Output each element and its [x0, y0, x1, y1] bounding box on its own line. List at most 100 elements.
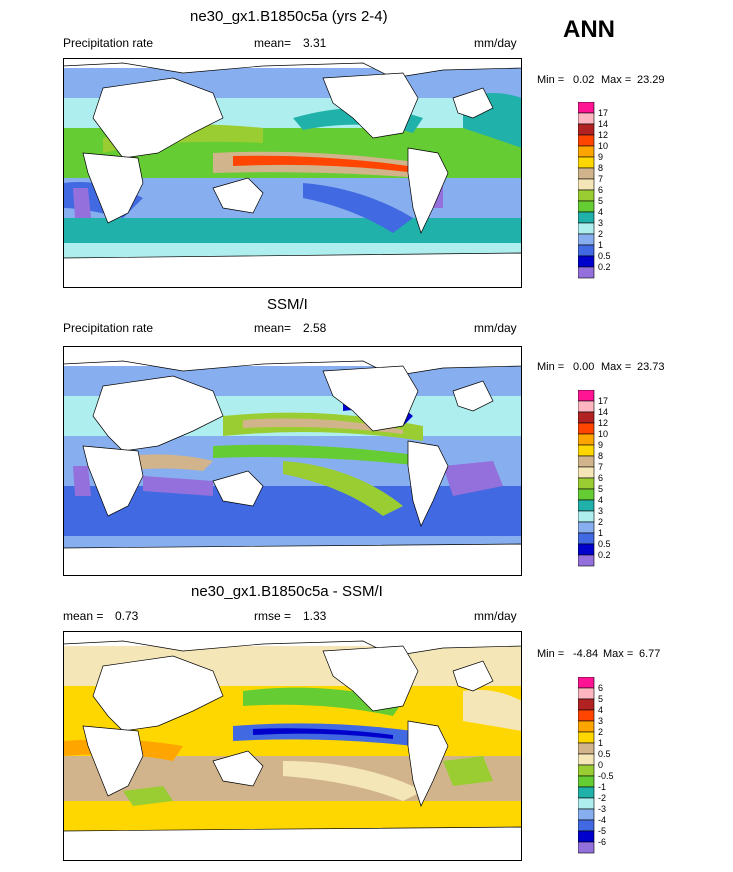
colorbar-swatch: [578, 499, 595, 512]
colorbar-level-label: 0.5: [598, 749, 611, 759]
colorbar-level-label: 5: [598, 694, 603, 704]
colorbar-swatch: [578, 112, 595, 125]
colorbar-level-label: -6: [598, 837, 606, 847]
colorbar-level-label: 6: [598, 683, 603, 693]
colorbar-swatch: [578, 167, 595, 180]
colorbar-level-label: 9: [598, 152, 603, 162]
colorbar-swatch: [578, 123, 595, 136]
panel3-title: ne30_gx1.B1850c5a - SSM/I: [191, 583, 383, 600]
colorbar-swatch: [578, 775, 595, 788]
colorbar-level-label: 5: [598, 484, 603, 494]
colorbar-swatch: [578, 222, 595, 235]
panel2-mean-value: 2.58: [303, 321, 327, 335]
colorbar-level-label: 10: [598, 429, 608, 439]
colorbar-swatch: [578, 687, 595, 700]
colorbar-swatch: [578, 830, 595, 843]
colorbar-swatch: [578, 819, 595, 832]
panel1-max-value: 23.29: [637, 74, 665, 86]
season-badge: ANN: [563, 16, 615, 43]
colorbar-level-label: 2: [598, 517, 603, 527]
colorbar-swatch: [578, 178, 595, 191]
panel2-map: [63, 346, 522, 576]
colorbar-level-label: 1: [598, 528, 603, 538]
colorbar-level-label: 17: [598, 396, 608, 406]
colorbar-level-label: -4: [598, 815, 606, 825]
colorbar-level-label: 0.5: [598, 539, 611, 549]
colorbar-swatch: [578, 543, 595, 556]
colorbar-swatch: [578, 400, 595, 413]
colorbar-level-label: 10: [598, 141, 608, 151]
colorbar-level-label: 4: [598, 495, 603, 505]
colorbar-level-label: 8: [598, 451, 603, 461]
panel3-map: [63, 631, 522, 861]
colorbar-swatch: [578, 156, 595, 169]
colorbar-swatch: [578, 134, 595, 147]
colorbar-level-label: 9: [598, 440, 603, 450]
colorbar-swatch: [578, 266, 595, 279]
colorbar-level-label: 14: [598, 119, 608, 129]
colorbar-swatch: [578, 698, 595, 711]
colorbar-level-label: -1: [598, 782, 606, 792]
panel3-mean-label: mean =: [63, 609, 104, 623]
colorbar-level-label: 3: [598, 218, 603, 228]
panel2-mean-label: mean=: [254, 321, 292, 335]
panel3-min-value: -4.84: [573, 648, 599, 660]
colorbar-swatch: [578, 411, 595, 424]
colorbar-swatch: [578, 764, 595, 777]
colorbar-swatch: [578, 841, 595, 854]
colorbar-swatch: [578, 211, 595, 224]
colorbar-swatch: [578, 808, 595, 821]
panel2-title: SSM/I: [267, 296, 308, 313]
colorbar-swatch: [578, 255, 595, 268]
colorbar-swatch: [578, 102, 595, 114]
colorbar-swatch: [578, 753, 595, 766]
colorbar-swatch: [578, 244, 595, 257]
colorbar-swatch: [578, 532, 595, 545]
panel1-min-value: 0.02: [573, 74, 595, 86]
panel2-max-value: 23.73: [637, 361, 665, 373]
colorbar-swatch: [578, 510, 595, 523]
colorbar-level-label: -2: [598, 793, 606, 803]
panel2-min-value: 0.00: [573, 361, 595, 373]
panel3-mean-value: 0.73: [115, 609, 139, 623]
panel1-variable-label: Precipitation rate: [63, 36, 154, 50]
colorbar-swatch: [578, 200, 595, 213]
colorbar-level-label: 3: [598, 716, 603, 726]
panel2-units: mm/day: [474, 321, 517, 335]
colorbar-swatch: [578, 233, 595, 246]
panel3-rmse-value: 1.33: [303, 609, 327, 623]
colorbar-level-label: 5: [598, 196, 603, 206]
colorbar-swatch: [578, 720, 595, 733]
colorbar-swatch: [578, 797, 595, 810]
colorbar-swatch: [578, 444, 595, 457]
panel3-min-label: Min =: [537, 648, 565, 660]
panel3-units: mm/day: [474, 609, 517, 623]
colorbar-swatch: [578, 477, 595, 490]
colorbar-swatch: [578, 521, 595, 534]
panel1-map: [63, 58, 522, 288]
colorbar-swatch: [578, 488, 595, 501]
colorbar-swatch: [578, 731, 595, 744]
panel1-mean-value: 3.31: [303, 36, 327, 50]
colorbar-swatch: [578, 433, 595, 446]
colorbar-swatch: [578, 145, 595, 158]
colorbar-level-label: 1: [598, 240, 603, 250]
panel2-min-label: Min =: [537, 361, 565, 373]
panel3-max-value: 6.77: [639, 648, 661, 660]
colorbar-level-label: -5: [598, 826, 606, 836]
panel1-units: mm/day: [474, 36, 517, 50]
colorbar-level-label: 17: [598, 108, 608, 118]
colorbar-level-label: -0.5: [598, 771, 614, 781]
colorbar-level-label: 6: [598, 185, 603, 195]
colorbar-level-label: 7: [598, 462, 603, 472]
colorbar-level-label: 0: [598, 760, 603, 770]
colorbar-level-label: 2: [598, 727, 603, 737]
panel1-min-label: Min =: [537, 74, 565, 86]
colorbar-level-label: 12: [598, 418, 608, 428]
panel1-mean-label: mean=: [254, 36, 292, 50]
colorbar-level-label: 1: [598, 738, 603, 748]
colorbar-level-label: 0.2: [598, 550, 611, 560]
